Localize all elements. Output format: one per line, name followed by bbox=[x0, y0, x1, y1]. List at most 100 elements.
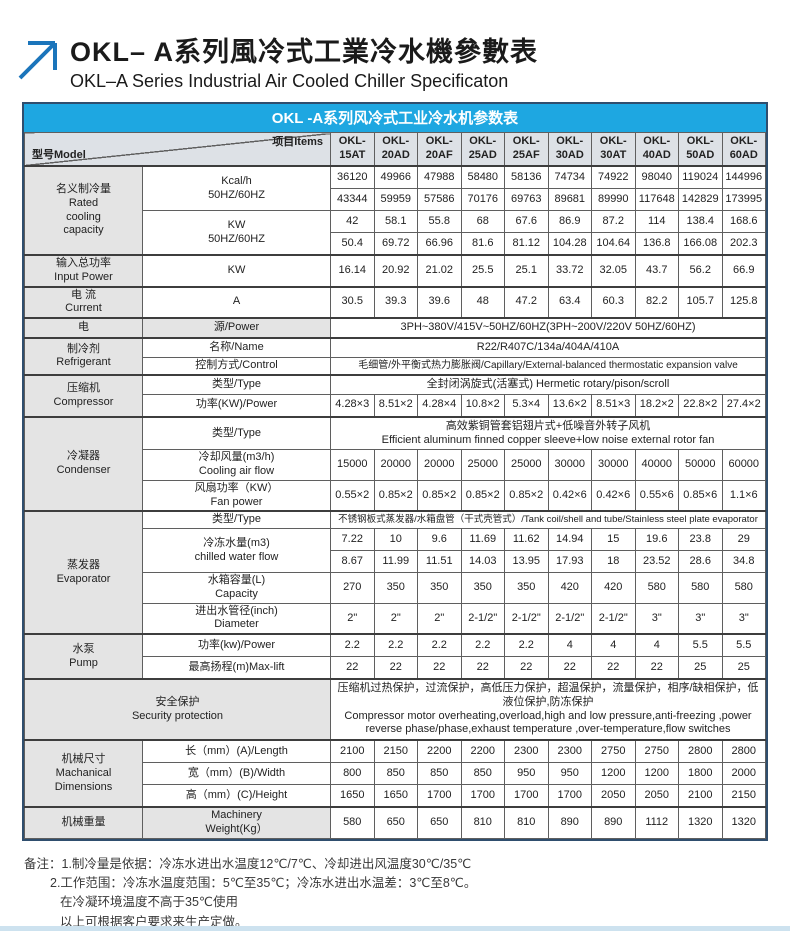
category-cell: 输入总功率 Input Power bbox=[24, 254, 143, 287]
value-cell: 74922 bbox=[591, 165, 636, 189]
category-cell: 名义制冷量 Rated cooling capacity bbox=[24, 165, 143, 256]
value-cell: 2000 bbox=[721, 762, 766, 786]
value-cell: 14.94 bbox=[547, 528, 592, 552]
value-cell: 2050 bbox=[634, 784, 679, 808]
value-cell: 890 bbox=[547, 806, 592, 839]
value-cell: 66.9 bbox=[721, 254, 766, 287]
value-cell: 2800 bbox=[721, 739, 766, 764]
value-cell: 30000 bbox=[547, 449, 592, 481]
value-cell: 87.2 bbox=[591, 210, 636, 233]
value-cell: 43.7 bbox=[634, 254, 679, 287]
value-cell: 166.08 bbox=[678, 232, 723, 256]
value-cell: 4.28×3 bbox=[330, 393, 375, 418]
table-row: 机械尺寸 Machanical Dimensions 长（mm）(A)/Length 2… bbox=[24, 739, 766, 808]
value-cell: 950 bbox=[504, 762, 549, 786]
table-row: 制冷剂 Refrigerant 名称/Name R22/R407C/134a/404A… bbox=[24, 336, 766, 376]
item-label-cell: Kcal/h 50HZ/60HZ bbox=[142, 165, 331, 211]
value-cell: 63.4 bbox=[547, 285, 592, 319]
value-cell: 1700 bbox=[417, 784, 462, 808]
value-cell: 2" bbox=[330, 602, 375, 635]
value-cell: 47988 bbox=[417, 165, 462, 189]
value-cell: 30.5 bbox=[330, 285, 375, 319]
model-header-cell: OKL-20AF bbox=[417, 132, 462, 167]
value-cell: 33.72 bbox=[547, 254, 592, 287]
table-row: 高（mm）(C)/Height 1650 1650 1700 1700 1700 1700 2… bbox=[25, 784, 766, 808]
value-cell: 350 bbox=[373, 572, 418, 604]
note-line: 2.工作范围：冷冻水温度范围：5℃至35℃；冷冻水进出水温差：3℃至8℃。 bbox=[50, 876, 477, 890]
value-cell: 59959 bbox=[373, 188, 418, 211]
value-cell: 4 bbox=[634, 633, 679, 658]
value-cell: 2-1/2" bbox=[504, 602, 549, 635]
model-header-cell: OKL-30AD bbox=[547, 132, 592, 167]
table-row: 机械重量 Machinery Weight(Kg） 580 650 650 810 810 89… bbox=[24, 806, 766, 839]
value-cell: 0.42×6 bbox=[547, 479, 592, 512]
note-line: 在冷凝环境温度不高于35℃使用 bbox=[60, 895, 238, 910]
value-cell: 2-1/2" bbox=[591, 602, 636, 635]
value-cell: 950 bbox=[547, 762, 592, 786]
table-row: 冷却风量(m3/h) Cooling air flow 15000 20000 2000… bbox=[25, 449, 766, 481]
value-cell: 117648 bbox=[634, 188, 679, 211]
value-cell: 13.95 bbox=[504, 550, 549, 574]
value-cell: 39.6 bbox=[417, 285, 462, 319]
model-header-cell: OKL-25AF bbox=[504, 132, 549, 167]
value-cell: 20.92 bbox=[373, 254, 418, 287]
item-label-cell: 最高扬程(m)Max-lift bbox=[142, 656, 331, 680]
table-row: 宽（mm）(B)/Width 800 850 850 850 950 950 1200 1200… bbox=[25, 762, 766, 786]
value-cell: 15 bbox=[591, 528, 636, 552]
item-label-cell: 冷冻水量(m3) chilled water flow bbox=[142, 528, 331, 574]
item-label-cell: 源/Power bbox=[142, 317, 331, 339]
table-row: 水箱容量(L) Capacity 270 350 350 350 350 420 420 580 5… bbox=[25, 572, 766, 604]
value-cell: 0.85×2 bbox=[417, 479, 462, 512]
value-cell: 58.1 bbox=[373, 210, 418, 233]
value-cell: 21.02 bbox=[417, 254, 462, 287]
value-cell: 105.7 bbox=[678, 285, 723, 319]
value-cell: 2300 bbox=[547, 739, 592, 764]
value-cell: 11.51 bbox=[417, 550, 462, 574]
value-cell: 69763 bbox=[504, 188, 549, 211]
value-cell: 27.4×2 bbox=[721, 393, 766, 418]
value-cell: 98040 bbox=[634, 165, 679, 189]
value-cell: 47.2 bbox=[504, 285, 549, 319]
value-cell: 2200 bbox=[460, 739, 505, 764]
table-row: 8.67 11.99 11.51 14.03 13.95 17.93 18 23.52 28.6… bbox=[25, 550, 766, 574]
value-cell: 420 bbox=[591, 572, 636, 604]
page-title-en: OKL–A Series Industrial Air Cooled Chill… bbox=[70, 71, 509, 91]
value-cell: 8.51×2 bbox=[373, 393, 418, 418]
category-cell: 电 流 Current bbox=[24, 285, 143, 319]
model-header-cell: OKL-25AD bbox=[460, 132, 505, 167]
value-cell: 22 bbox=[634, 656, 679, 680]
value-cell: 2-1/2" bbox=[547, 602, 592, 635]
item-label-cell: 类型/Type bbox=[142, 510, 331, 530]
value-cell: 25.1 bbox=[504, 254, 549, 287]
value-cell: 2150 bbox=[373, 739, 418, 764]
value-cell: 22 bbox=[373, 656, 418, 680]
value-cell: 2.2 bbox=[460, 633, 505, 658]
category-cell: 安全保护 Security protection bbox=[24, 678, 331, 741]
table-row: 控制方式/Control 毛细管/外平衡式热力膨胀阀/Capillary/Exte… bbox=[25, 356, 766, 376]
spec-table: OKL -A系列风冷式工业冷水机参数表 型号Model 项目Items OKL-… bbox=[22, 102, 768, 841]
value-cell: 81.6 bbox=[460, 232, 505, 256]
value-cell: 39.3 bbox=[373, 285, 418, 319]
value-cell: 11.62 bbox=[504, 528, 549, 552]
table-row: 冷凝器 Condenser 类型/Type 高效紫铜管套铝翅片式+低噪音外转子风机 Ef… bbox=[24, 415, 766, 512]
value-cell: 650 bbox=[417, 806, 462, 839]
value-cell: 2100 bbox=[330, 739, 375, 764]
value-cell: 142829 bbox=[678, 188, 723, 211]
value-cell: 580 bbox=[678, 572, 723, 604]
value-cell: 2800 bbox=[678, 739, 723, 764]
value-cell: 34.8 bbox=[721, 550, 766, 574]
value-cell: 0.85×2 bbox=[504, 479, 549, 512]
value-cell: 890 bbox=[591, 806, 636, 839]
value-cell: 1650 bbox=[330, 784, 375, 808]
table-row: 安全保护 Security protection 压缩机过热保护，过流保护，高低压力… bbox=[24, 678, 766, 741]
value-cell: 57586 bbox=[417, 188, 462, 211]
model-header-cell: OKL-20AD bbox=[373, 132, 418, 167]
value-cell: 22 bbox=[330, 656, 375, 680]
value-cell: 20000 bbox=[417, 449, 462, 481]
value-cell: 11.99 bbox=[373, 550, 418, 574]
value-cell: 2150 bbox=[721, 784, 766, 808]
value-cell: 0.55×2 bbox=[330, 479, 375, 512]
category-cell: 电 bbox=[24, 317, 143, 339]
value-cell: 800 bbox=[330, 762, 375, 786]
value-cell: 202.3 bbox=[721, 232, 766, 256]
